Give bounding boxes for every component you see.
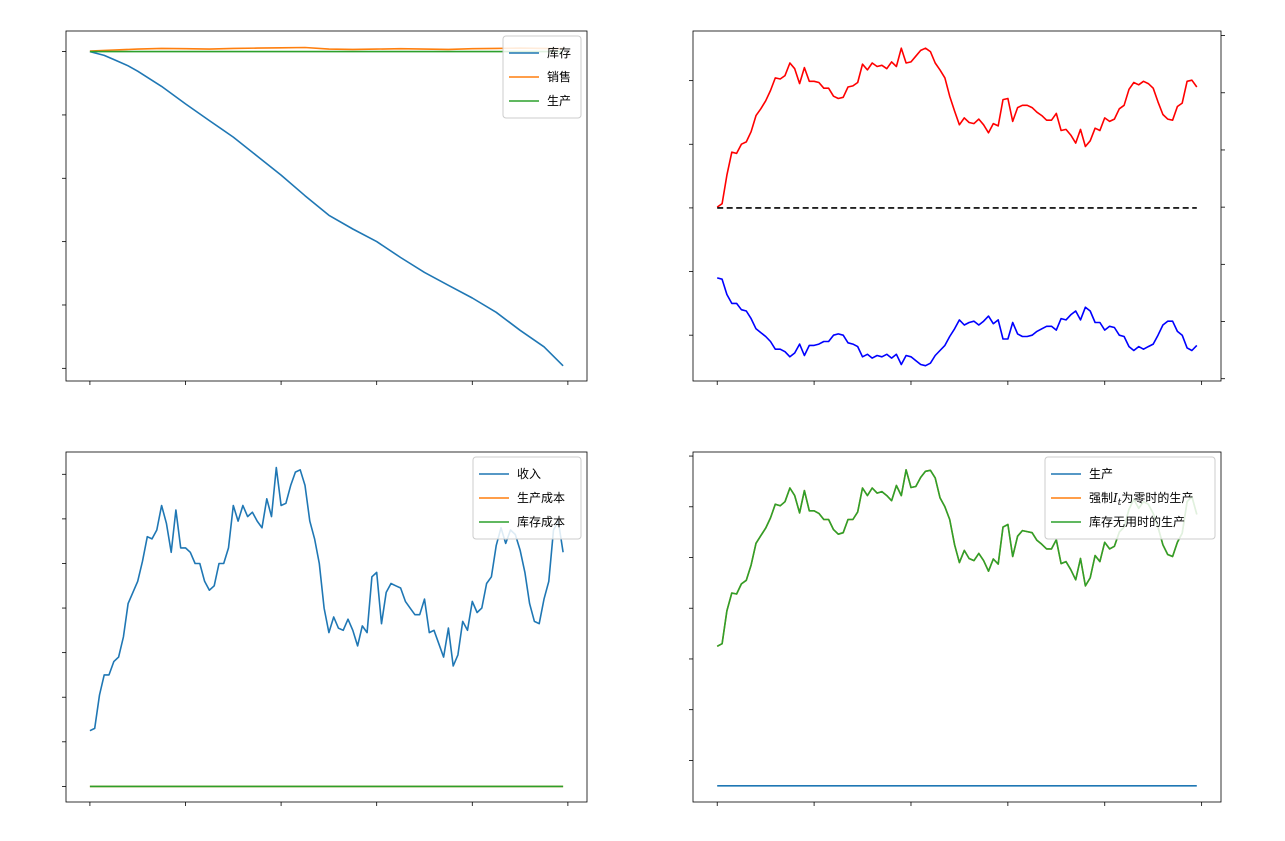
legend-label: 库存 — [547, 45, 571, 60]
axes-frame — [692, 451, 1222, 803]
legend-box — [1044, 456, 1216, 540]
plot-area — [89, 466, 564, 788]
chart-panel-2 — [689, 30, 1225, 385]
series-line-库存 — [89, 50, 564, 367]
legend-label: 收入 — [517, 467, 541, 481]
legend-label: 销售 — [547, 69, 571, 84]
axes-frame — [65, 451, 588, 803]
series-line-销售 — [89, 46, 564, 52]
legend-label: 生产 — [1089, 467, 1113, 481]
legend-label: 强制It为零时的生产 — [1089, 490, 1193, 508]
legend-box — [472, 456, 582, 540]
axes-frame — [692, 30, 1222, 382]
series-line-series-1 — [716, 277, 1198, 367]
legend-label: 生产 — [547, 94, 571, 108]
axes-frame — [65, 30, 588, 382]
legend-label: 生产成本 — [517, 491, 565, 505]
series-line-series-2 — [716, 47, 1198, 208]
legend-box — [502, 35, 582, 119]
legend-label: 库存无用时的生产 — [1089, 514, 1185, 529]
series-line-收入 — [89, 466, 564, 732]
legend-label: 库存成本 — [517, 514, 565, 529]
plot-area — [89, 46, 564, 367]
plot-area — [716, 47, 1198, 367]
